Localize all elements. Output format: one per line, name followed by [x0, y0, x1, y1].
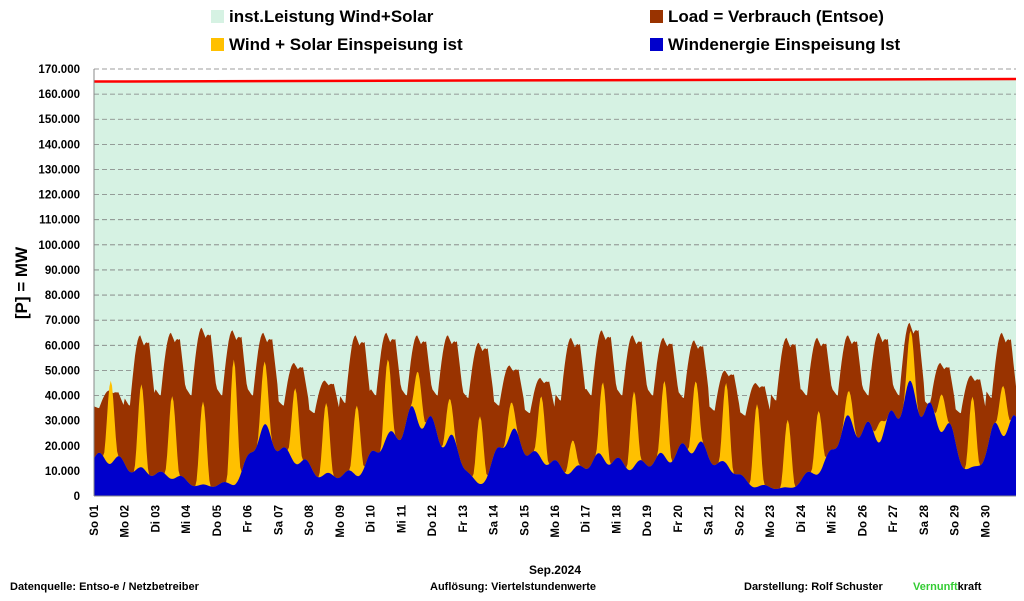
- legend-swatch-windsolar: [211, 38, 224, 51]
- footer-brand: Vernunftkraft: [913, 581, 982, 593]
- wind-area: [94, 380, 1016, 496]
- x-tick-label: Mi 11: [396, 504, 408, 533]
- y-tick-label: 160.000: [38, 89, 80, 101]
- y-tick-label: 150.000: [38, 114, 80, 126]
- x-tick-label: Sa 07: [273, 505, 285, 535]
- y-tick-label: 40.000: [45, 391, 80, 403]
- brand-black: kraft: [958, 581, 982, 593]
- legend-label-wind: Windenergie Einspeisung Ist: [668, 35, 901, 54]
- x-axis-title: Sep.2024: [529, 563, 581, 577]
- x-tick-label: Fr 20: [673, 505, 685, 533]
- y-tick-label: 30.000: [45, 416, 80, 428]
- legend: inst.Leistung Wind+Solar Load = Verbrauch…: [211, 7, 901, 54]
- y-tick-label: 50.000: [45, 365, 80, 377]
- y-tick-label: 10.000: [45, 466, 80, 478]
- series-areas: [93, 69, 1017, 497]
- x-tick-label: Fr 13: [458, 505, 470, 533]
- x-tick-label: Do 05: [212, 504, 224, 536]
- x-tick-label: Mo 09: [335, 505, 347, 538]
- x-tick-label: Mi 25: [827, 504, 839, 533]
- legend-label-installed: inst.Leistung Wind+Solar: [229, 7, 434, 26]
- y-tick-label: 130.000: [38, 164, 80, 176]
- legend-label-windsolar: Wind + Solar Einspeisung ist: [229, 35, 463, 54]
- x-tick-label: Do 12: [427, 505, 439, 536]
- x-tick-label: Sa 28: [919, 504, 931, 535]
- y-tick-label: 0: [74, 491, 80, 503]
- x-tick-label: Mo 16: [550, 505, 562, 538]
- x-tick-label: Fr 06: [243, 505, 255, 533]
- x-tick-label: Mi 04: [181, 504, 193, 533]
- x-tick-label: Di 17: [581, 505, 593, 533]
- x-tick-label: So 22: [734, 505, 746, 536]
- installed-capacity-line: [93, 77, 1017, 83]
- x-tick-label: Do 19: [642, 505, 654, 536]
- y-tick-label: 70.000: [45, 315, 80, 327]
- x-tick-label: Di 24: [796, 504, 808, 532]
- y-tick-label: 100.000: [38, 240, 80, 252]
- x-axis: So 01 Mo 02 Di 03 Mi 04 Do 05 Fr 06 Sa 07 So 08…: [89, 504, 992, 537]
- y-tick-label: 90.000: [45, 265, 80, 277]
- footer-author: Darstellung: Rolf Schuster: [744, 581, 883, 593]
- footer-source: Datenquelle: Entso-e / Netzbetreiber: [10, 581, 200, 593]
- x-tick-label: So 01: [89, 504, 101, 535]
- x-tick-label: Fr 27: [888, 505, 900, 533]
- x-tick-label: Mo 23: [765, 505, 777, 538]
- y-axis: 0 10.000 20.000 30.000 40.000 50.000 60.000 70.…: [38, 64, 80, 503]
- y-axis-title: [P] = MW: [12, 246, 31, 319]
- x-tick-label: Sa 14: [489, 504, 501, 535]
- y-tick-label: 20.000: [45, 441, 80, 453]
- y-tick-label: 110.000: [39, 215, 80, 227]
- legend-label-load: Load = Verbrauch (Entsoe): [668, 7, 884, 26]
- y-tick-label: 80.000: [45, 290, 80, 302]
- x-tick-label: Mo 02: [120, 505, 132, 538]
- x-tick-label: So 08: [304, 504, 316, 535]
- x-tick-label: Mi 18: [612, 504, 624, 533]
- x-tick-label: Di 10: [366, 505, 378, 533]
- x-tick-label: Sa 21: [704, 504, 716, 535]
- x-tick-label: So 15: [519, 504, 531, 535]
- x-tick-label: Di 03: [151, 505, 163, 533]
- wind-solar-area: [94, 330, 1016, 496]
- y-tick-label: 140.000: [38, 139, 80, 151]
- y-tick-label: 60.000: [45, 340, 80, 352]
- x-tick-label: Mo 30: [980, 505, 992, 538]
- legend-swatch-load: [650, 10, 663, 23]
- legend-swatch-installed: [211, 10, 224, 23]
- footer-resolution: Auflösung: Viertelstundenwerte: [430, 581, 596, 593]
- x-tick-label: So 29: [950, 505, 962, 536]
- y-tick-label: 170.000: [38, 64, 80, 76]
- legend-swatch-wind: [650, 38, 663, 51]
- brand-green: Vernunft: [913, 581, 958, 593]
- y-tick-label: 120.000: [38, 190, 80, 202]
- x-tick-label: Do 26: [857, 505, 869, 536]
